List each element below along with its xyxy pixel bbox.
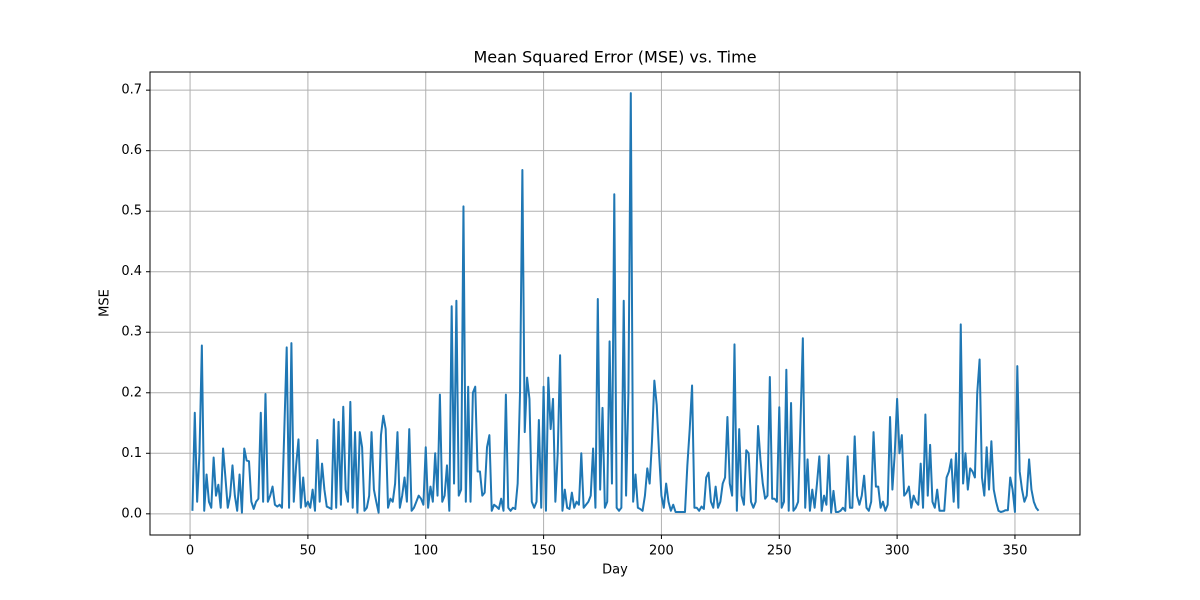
x-axis-label: Day: [602, 563, 628, 578]
y-tick-label: 0.7: [121, 83, 142, 98]
y-tick-label: 0.0: [121, 506, 142, 521]
y-tick-label: 0.6: [121, 143, 142, 158]
y-tick-label: 0.4: [121, 264, 142, 279]
y-tick-label: 0.5: [121, 204, 142, 219]
x-tick-label: 250: [767, 544, 792, 559]
y-tick-label: 0.1: [121, 446, 142, 461]
chart-title: Mean Squared Error (MSE) vs. Time: [473, 48, 756, 67]
y-tick-label: 0.3: [121, 325, 142, 340]
plot-frame: [149, 71, 1081, 536]
x-tick-label: 350: [1003, 544, 1028, 559]
y-axis-label: MSE: [98, 289, 113, 317]
x-tick-label: 0: [186, 544, 194, 559]
x-tick-label: 150: [531, 544, 556, 559]
x-tick-label: 50: [300, 544, 317, 559]
data-line: [191, 92, 1040, 514]
y-tick-label: 0.2: [121, 385, 142, 400]
x-tick-label: 300: [885, 544, 910, 559]
x-tick-label: 200: [649, 544, 674, 559]
x-tick-label: 100: [413, 544, 438, 559]
